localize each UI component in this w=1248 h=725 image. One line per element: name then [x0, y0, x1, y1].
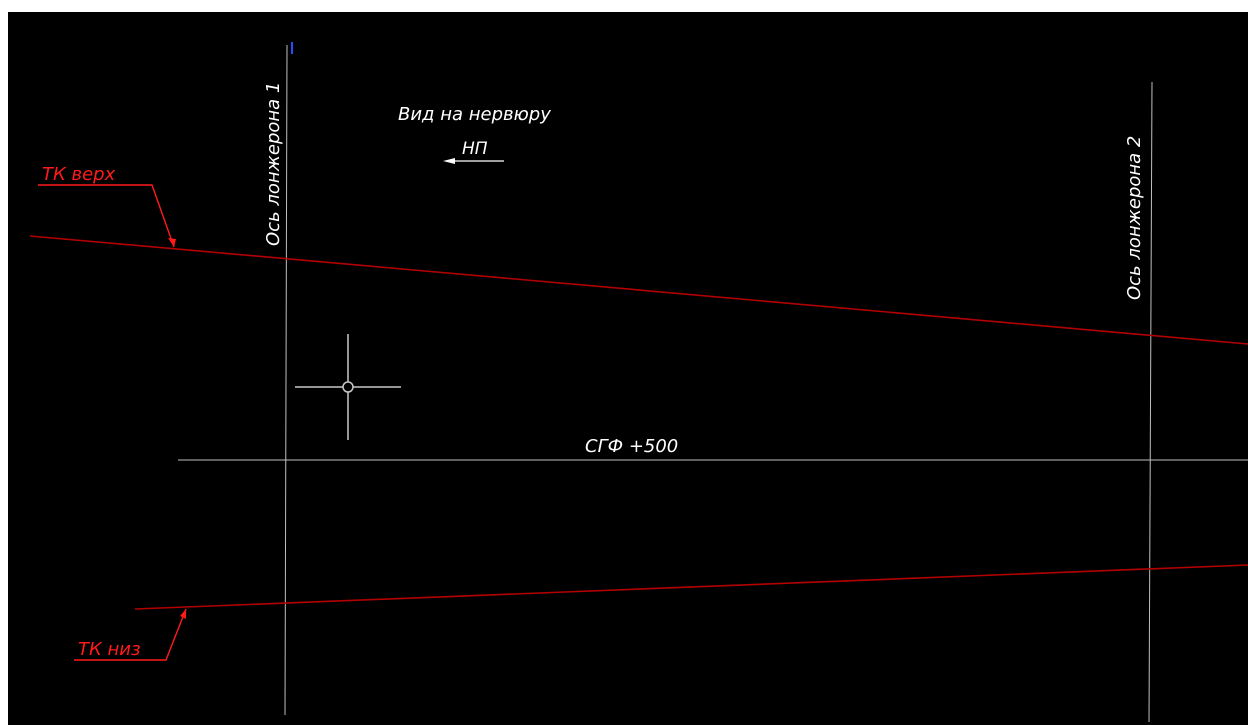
upper-contour-leader: [38, 184, 175, 248]
crosshair-cursor-icon: [295, 334, 401, 440]
upper-contour-line[interactable]: [29, 235, 1248, 345]
lower-contour-leader-arrow: [180, 609, 186, 619]
lower-contour-leader: [74, 608, 187, 661]
lower-contour-line[interactable]: [134, 564, 1248, 610]
spar-axis-2-label: Ось лонжерона 2: [1124, 136, 1145, 300]
view-title: Вид на нервюру: [398, 104, 551, 125]
spar-axis-1-label: Ось лонжерона 1: [263, 82, 284, 246]
spar-axis-2-line[interactable]: [1148, 81, 1153, 723]
spar-axis-1-line[interactable]: [284, 44, 288, 716]
upper-contour-label: ТК верх: [42, 164, 116, 185]
lower-contour-label: ТК низ: [78, 639, 141, 660]
arrow-left-icon: [443, 158, 455, 164]
upper-contour-leader-arrow: [168, 238, 176, 247]
level-line-label: СГФ +500: [585, 436, 678, 457]
view-direction-label: НП: [462, 139, 488, 159]
